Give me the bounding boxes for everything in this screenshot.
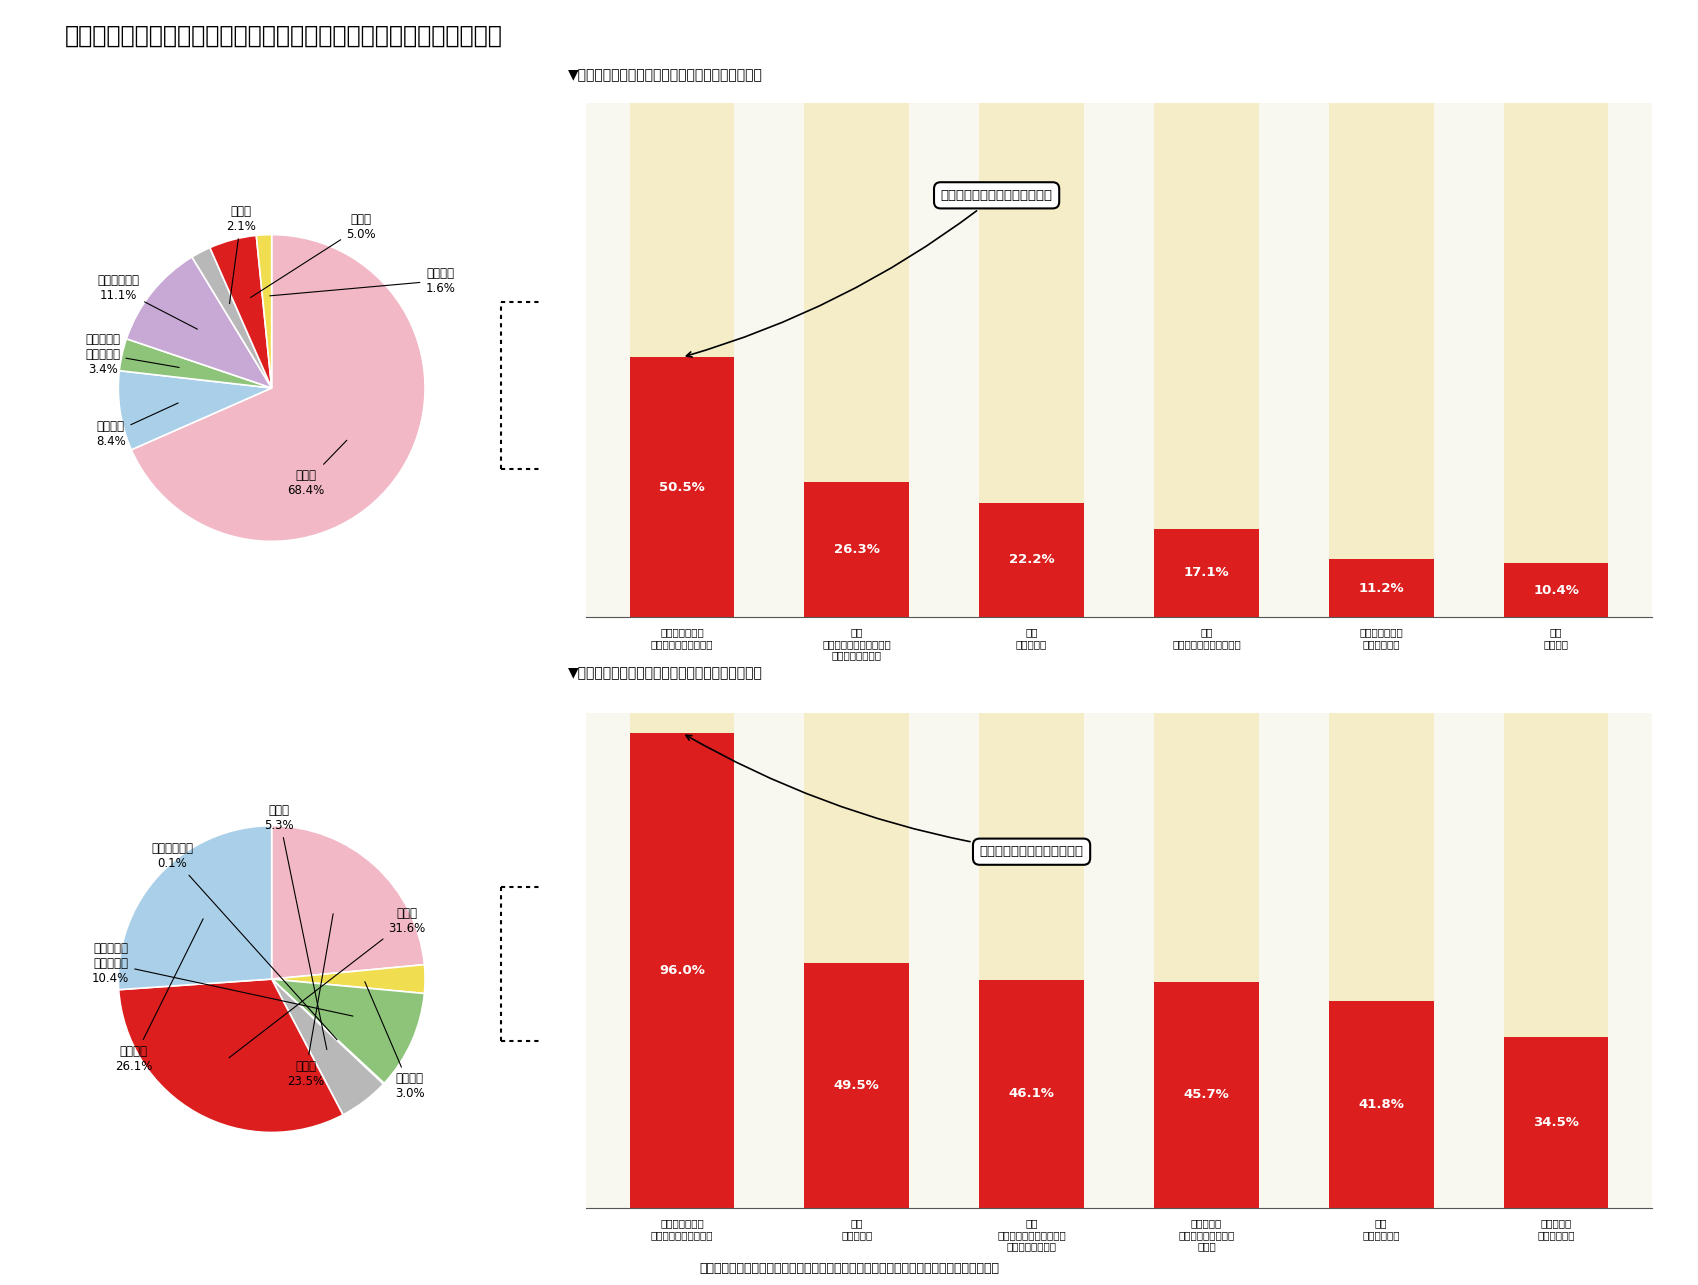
Bar: [1330, 713, 1433, 1208]
Wedge shape: [272, 979, 424, 1083]
Text: 49.5%: 49.5%: [834, 1079, 880, 1092]
Wedge shape: [119, 979, 343, 1132]
Wedge shape: [119, 370, 272, 450]
Bar: [1155, 529, 1258, 617]
Text: ▼入学者に占める「大学卒業者」が多い上位６系統: ▼入学者に占める「大学卒業者」が多い上位６系統: [569, 666, 762, 680]
Text: 34.5%: 34.5%: [1533, 1117, 1579, 1130]
Wedge shape: [131, 235, 424, 541]
Text: 41.8%: 41.8%: [1358, 1097, 1404, 1112]
Bar: [1503, 103, 1608, 617]
Text: 46.1%: 46.1%: [1009, 1087, 1054, 1100]
Bar: [630, 357, 735, 617]
Bar: [1330, 1001, 1433, 1208]
Bar: [1330, 103, 1433, 617]
Text: 17.1%: 17.1%: [1184, 567, 1229, 580]
Text: 高校既卒
8.4%: 高校既卒 8.4%: [95, 403, 178, 448]
Text: その他
2.1%: その他 2.1%: [226, 206, 256, 303]
Text: 大学卒
31.6%: 大学卒 31.6%: [229, 907, 424, 1058]
Wedge shape: [192, 248, 272, 388]
Bar: [1503, 563, 1608, 617]
Text: 26.3%: 26.3%: [834, 542, 880, 555]
Wedge shape: [272, 979, 384, 1115]
Bar: [630, 732, 735, 1208]
Text: 外国人留学生
0.1%: 外国人留学生 0.1%: [151, 843, 338, 1040]
Text: 在籍者の半数以上が「大学卒」: 在籍者の半数以上が「大学卒」: [686, 189, 1053, 357]
Text: 大学中退
1.6%: 大学中退 1.6%: [270, 266, 455, 296]
Text: 50.5%: 50.5%: [659, 481, 705, 493]
Bar: [1330, 559, 1433, 617]
Text: 大学中退
3.0%: 大学中退 3.0%: [365, 982, 424, 1100]
Wedge shape: [272, 826, 424, 979]
Bar: [630, 103, 735, 617]
Text: 22.2%: 22.2%: [1009, 554, 1054, 567]
Text: 短期大学・
専門学校卒
3.4%: 短期大学・ 専門学校卒 3.4%: [85, 333, 178, 375]
Text: その他
5.3%: その他 5.3%: [265, 804, 326, 1050]
Text: 高校既卒
26.1%: 高校既卒 26.1%: [115, 919, 204, 1073]
Text: 大学卒
5.0%: 大学卒 5.0%: [251, 213, 375, 298]
Wedge shape: [272, 979, 384, 1085]
Bar: [630, 713, 735, 1208]
Wedge shape: [272, 965, 424, 993]
Bar: [805, 962, 908, 1208]
Text: 10.4%: 10.4%: [1533, 583, 1579, 596]
Wedge shape: [119, 826, 272, 989]
Bar: [1503, 713, 1608, 1208]
Text: 昼間部: 昼間部: [82, 86, 121, 107]
Text: （資料：東京都専修学校各種学校協会「平成２６年度専修学校各種学校調査統計資料」）: （資料：東京都専修学校各種学校協会「平成２６年度専修学校各種学校調査統計資料」）: [700, 1262, 998, 1275]
Bar: [805, 103, 908, 617]
Text: 45.7%: 45.7%: [1184, 1088, 1229, 1101]
Bar: [980, 980, 1083, 1208]
Text: 在籍者はほぼ全員「大学卒」: 在籍者はほぼ全員「大学卒」: [686, 735, 1083, 858]
Bar: [980, 103, 1083, 617]
Text: ▼入学者に占める「大学卒業者」が多い上位６系統: ▼入学者に占める「大学卒業者」が多い上位６系統: [569, 68, 762, 82]
Bar: [805, 482, 908, 617]
Bar: [1155, 982, 1258, 1208]
Bar: [1155, 713, 1258, 1208]
Text: 短期大学・
専門学校卒
10.4%: 短期大学・ 専門学校卒 10.4%: [92, 942, 353, 1016]
Text: 高校卒
23.5%: 高校卒 23.5%: [287, 914, 333, 1088]
Bar: [1155, 103, 1258, 617]
Bar: [980, 713, 1083, 1208]
Wedge shape: [256, 235, 272, 388]
Wedge shape: [126, 257, 272, 388]
Wedge shape: [119, 339, 272, 388]
Bar: [1503, 1037, 1608, 1208]
Text: 外国人留学生
11.1%: 外国人留学生 11.1%: [97, 274, 197, 329]
Text: 11.2%: 11.2%: [1358, 582, 1404, 595]
Bar: [980, 502, 1083, 617]
Text: 高校卒
68.4%: 高校卒 68.4%: [287, 441, 346, 497]
Bar: [805, 713, 908, 1208]
Text: 96.0%: 96.0%: [659, 964, 705, 977]
Wedge shape: [211, 235, 272, 388]
Text: 専門学校入学者の主な出身学歴層と「キャリア進学者」の分野内割合: 専門学校入学者の主な出身学歴層と「キャリア進学者」の分野内割合: [65, 24, 503, 48]
Text: 夜間部: 夜間部: [82, 677, 121, 698]
